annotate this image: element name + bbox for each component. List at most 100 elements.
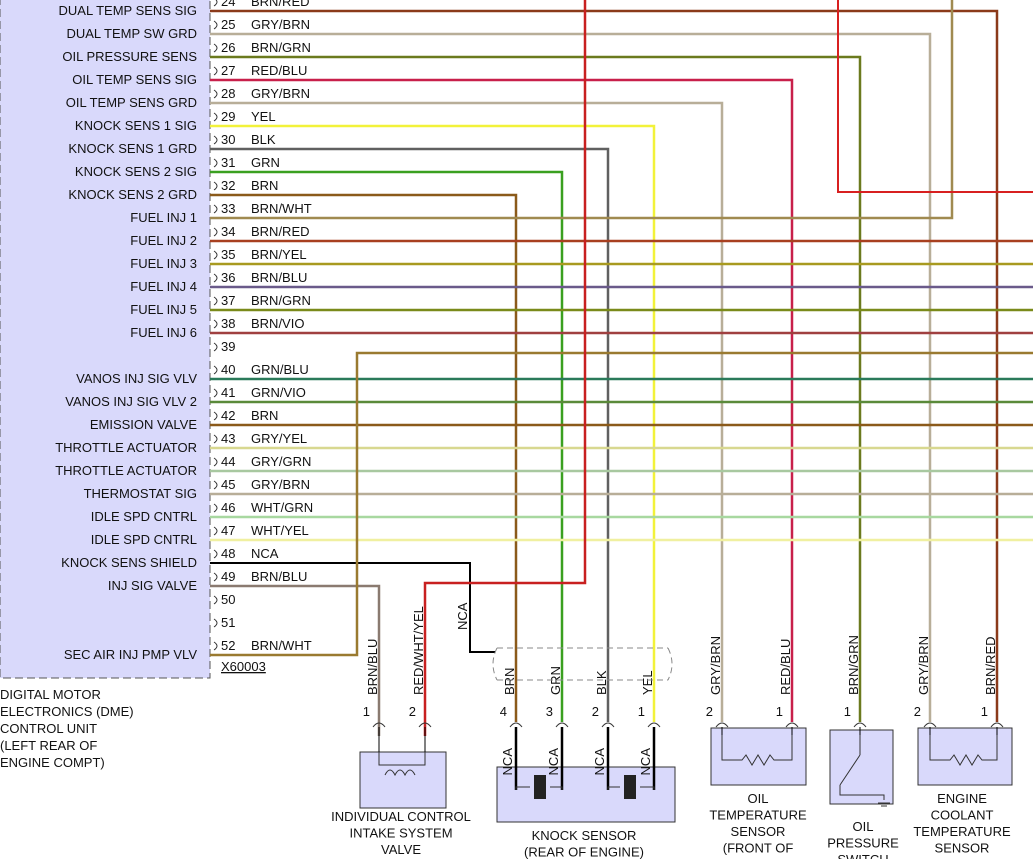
pin-label: FUEL INJ 2 xyxy=(130,233,197,248)
wire-color: NCA xyxy=(638,748,653,776)
wire xyxy=(210,124,656,722)
wire-color: BRN/RED xyxy=(251,0,310,9)
wire-color: GRN/BLU xyxy=(251,362,309,377)
pin-bracket xyxy=(213,411,218,421)
pin-label: OIL PRESSURE SENS xyxy=(62,49,197,64)
wire-color: WHT/GRN xyxy=(251,500,313,515)
wire-color: GRY/BRN xyxy=(251,86,310,101)
pin-number: 30 xyxy=(221,132,235,147)
wire xyxy=(210,0,954,220)
pin-label: THROTTLE ACTUATOR xyxy=(55,463,197,478)
wire xyxy=(210,9,999,722)
wire-color: BRN xyxy=(251,178,278,193)
wire-color: BRN/VIO xyxy=(251,316,304,331)
pin-socket xyxy=(990,722,1004,728)
wire xyxy=(837,0,1033,193)
pin-number: 2 xyxy=(592,704,599,719)
pin-label: FUEL INJ 5 xyxy=(130,302,197,317)
switch xyxy=(839,735,890,807)
pin-label: KNOCK SENS 1 SIG xyxy=(75,118,197,133)
resistor xyxy=(721,735,793,766)
module-name: (LEFT REAR OF xyxy=(0,738,97,753)
pin-bracket xyxy=(213,595,218,605)
wire xyxy=(210,170,564,722)
pin-bracket xyxy=(213,434,218,444)
pin-socket xyxy=(715,722,729,728)
pin-bracket xyxy=(213,135,218,145)
pin-number: 27 xyxy=(221,63,235,78)
pin-bracket xyxy=(213,503,218,513)
pin-bracket xyxy=(213,227,218,237)
pin-number: 1 xyxy=(776,704,783,719)
pin-label: FUEL INJ 6 xyxy=(130,325,197,340)
pin-label: FUEL INJ 3 xyxy=(130,256,197,271)
pin-number: 46 xyxy=(221,500,235,515)
wire xyxy=(210,101,724,722)
wire-color: BRN/BLU xyxy=(251,569,307,584)
wire-color: BRN/GRN xyxy=(251,40,311,55)
pin-label: DUAL TEMP SENS SIG xyxy=(59,3,197,18)
pin-number: 36 xyxy=(221,270,235,285)
pin-number: 49 xyxy=(221,569,235,584)
pin-label: KNOCK SENS SHIELD xyxy=(61,555,197,570)
pin-socket xyxy=(601,722,615,728)
component-name: (REAR OF ENGINE) xyxy=(524,845,644,860)
wire-color: RED/BLU xyxy=(778,639,793,695)
pin-bracket xyxy=(213,296,218,306)
wire-color: GRY/GRN xyxy=(251,454,311,469)
wire-color: RED/WHT/YEL xyxy=(411,606,426,695)
pin-label: THROTTLE ACTUATOR xyxy=(55,440,197,455)
wire-color: WHT/YEL xyxy=(251,523,309,538)
resistor xyxy=(929,735,998,766)
wire-color: BRN/GRN xyxy=(251,293,311,308)
wire-color: GRY/BRN xyxy=(916,636,931,695)
pin-label: OIL TEMP SENS SIG xyxy=(72,72,197,87)
pin-number: 47 xyxy=(221,523,235,538)
wire-color: BRN/GRN xyxy=(846,635,861,695)
pin-number: 2 xyxy=(914,704,921,719)
wire-color: GRY/BRN xyxy=(708,636,723,695)
pin-socket xyxy=(555,722,569,728)
pin-bracket xyxy=(213,549,218,559)
pin-label: IDLE SPD CNTRL xyxy=(91,532,197,547)
pin-number: 34 xyxy=(221,224,235,239)
pin-bracket xyxy=(213,319,218,329)
wire-color: BRN/WHT xyxy=(251,201,312,216)
wire-color: BRN/BLU xyxy=(365,639,380,695)
component-box xyxy=(496,766,676,823)
pin-number: 44 xyxy=(221,454,235,469)
pin-bracket xyxy=(213,342,218,352)
wire xyxy=(210,562,495,653)
knock-leads xyxy=(515,786,655,790)
pin-socket xyxy=(509,722,523,728)
pin-socket xyxy=(647,722,661,728)
pin-label: FUEL INJ 4 xyxy=(130,279,197,294)
component-name: VALVE xyxy=(381,842,421,857)
wire-color: BRN xyxy=(251,408,278,423)
pin-number: 31 xyxy=(221,155,235,170)
wire-color: GRY/BRN xyxy=(251,477,310,492)
pin-number: 2 xyxy=(409,704,416,719)
pin-bracket xyxy=(213,457,218,467)
wire-color: BRN xyxy=(502,668,517,695)
component-box xyxy=(829,729,894,805)
pin-bracket xyxy=(213,388,218,398)
pin-number: 52 xyxy=(221,638,235,653)
pin-number: 1 xyxy=(844,704,851,719)
pin-number: 45 xyxy=(221,477,235,492)
component-name: TEMPERATURE xyxy=(913,824,1011,839)
pin-number: 50 xyxy=(221,592,235,607)
pin-label: OIL TEMP SENS GRD xyxy=(66,95,197,110)
wire-color: GRN xyxy=(251,155,280,170)
pin-bracket xyxy=(213,20,218,30)
pin-number: 29 xyxy=(221,109,235,124)
pin-label: KNOCK SENS 1 GRD xyxy=(68,141,197,156)
component-name: INTAKE SYSTEM xyxy=(349,826,452,841)
pin-bracket xyxy=(213,89,218,99)
pin-bracket xyxy=(213,273,218,283)
wire-color: BRN/YEL xyxy=(251,247,307,262)
pin-number: 25 xyxy=(221,17,235,32)
module-name: DIGITAL MOTOR xyxy=(0,687,101,702)
pin-bracket xyxy=(213,204,218,214)
